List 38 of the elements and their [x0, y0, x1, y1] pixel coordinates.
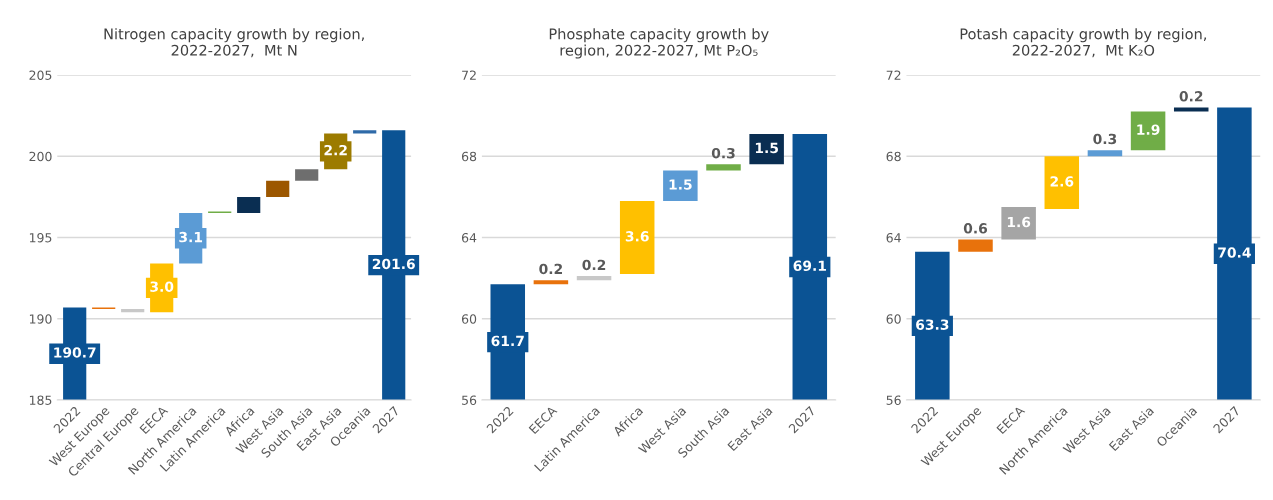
y-tick-label: 68	[886, 151, 901, 162]
data-label: 0.2	[1179, 91, 1203, 102]
data-label: 3.0	[150, 281, 174, 292]
y-tick-label: 72	[886, 70, 901, 80]
chart-title: Phosphate capacity growth by region, 2022-2027, Mt P₂O₅	[549, 28, 769, 59]
data-label: 2.6	[1050, 176, 1074, 187]
data-label: 1.5	[669, 179, 692, 190]
y-tick-label: 185	[29, 395, 52, 405]
y-tick-label: 64	[886, 232, 901, 243]
y-tick-label: 60	[461, 314, 477, 324]
y-tick-label: 56	[886, 395, 901, 405]
chart-title: Nitrogen capacity growth by region, 2022-2027, Mt N	[104, 28, 364, 58]
data-label: 0.2	[539, 263, 562, 275]
data-label: 63.3	[916, 319, 949, 330]
data-label: 1.5	[755, 142, 778, 154]
data-label: 0.6	[963, 223, 988, 234]
data-label: 1.6	[1007, 216, 1031, 228]
data-label: 0.3	[711, 147, 735, 159]
y-tick-label: 60	[886, 314, 901, 324]
y-tick-label: 64	[461, 232, 477, 243]
y-tick-label: 68	[461, 151, 477, 162]
y-tick-label: 200	[29, 151, 52, 162]
y-tick-label: 190	[29, 314, 52, 324]
data-label: 190.7	[54, 347, 96, 358]
y-tick-label: 72	[462, 70, 476, 80]
chart-title: Potash capacity growth by region, 2022-2027, Mt K₂O	[960, 28, 1207, 58]
y-tick-label: 195	[29, 232, 52, 243]
data-label: 0.2	[582, 259, 606, 271]
data-label: 69.1	[793, 260, 826, 271]
data-label: 1.9	[1137, 124, 1160, 135]
data-label: 3.1	[179, 231, 203, 243]
data-label: 70.4	[1218, 247, 1251, 258]
data-label: 201.6	[372, 258, 415, 270]
data-label: 61.7	[491, 335, 524, 347]
y-tick-label: 205	[29, 70, 52, 80]
data-label: 3.6	[625, 231, 649, 242]
y-tick-label: 56	[462, 395, 477, 405]
data-label: 0.3	[1093, 133, 1117, 145]
